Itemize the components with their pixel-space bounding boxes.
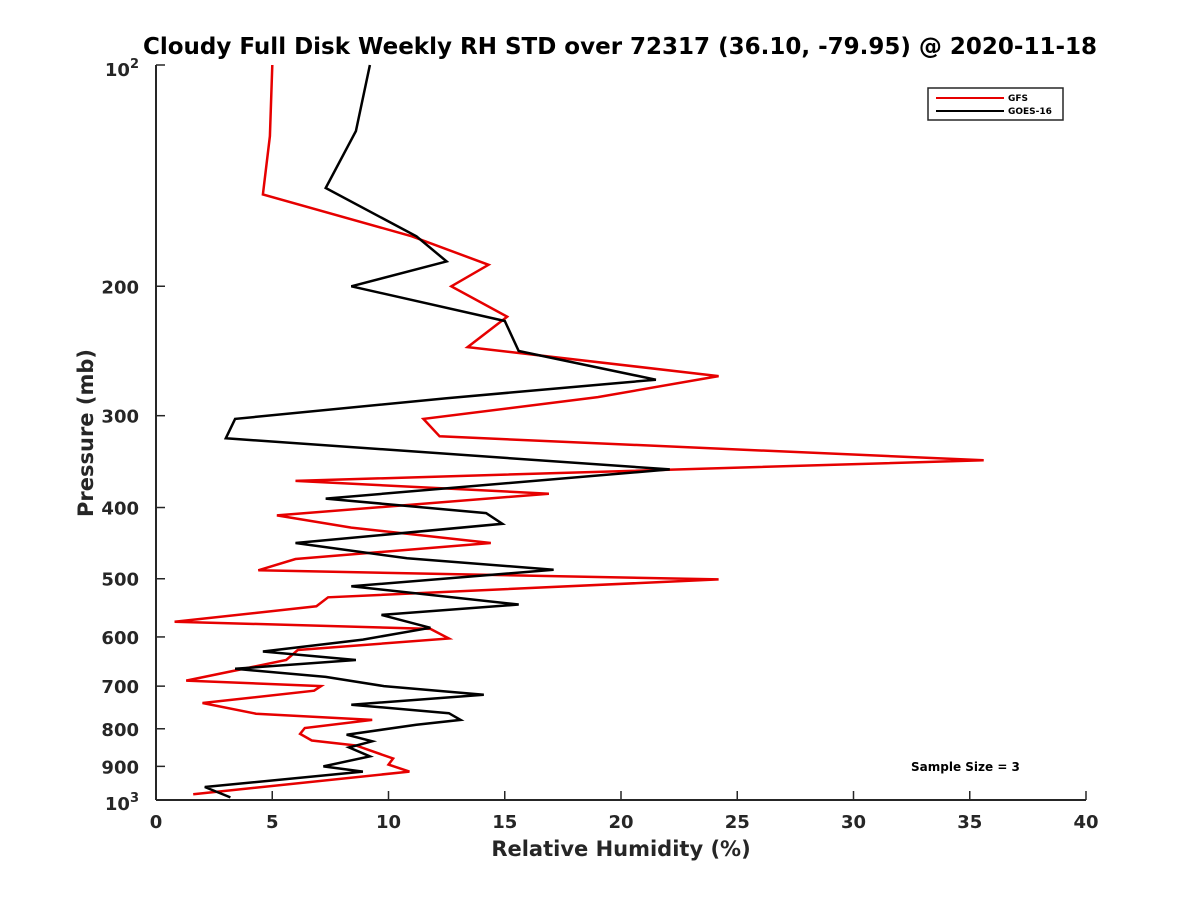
legend-label-gfs: GFS [1008,94,1028,104]
y-axis-label: Pressure (mb) [74,349,98,517]
y-tick-bottom: 103 [105,791,139,815]
x-tick-label: 20 [608,812,633,833]
x-tick-label: 10 [376,812,401,833]
y-tick-label: 400 [101,499,139,520]
x-axis-label: Relative Humidity (%) [491,837,750,861]
x-tick-label: 30 [841,812,866,833]
y-tick-label-100: 102 [105,57,139,81]
y-ticks: 200 300 400 500 600 700 800 900 [101,64,165,801]
x-tick-label: 0 [150,812,163,833]
plot-lines [174,64,984,799]
x-tick-label: 40 [1073,812,1098,833]
legend: GFS GOES-16 [927,87,1064,121]
x-tick-label: 25 [725,812,750,833]
x-ticks: 0 5 10 15 20 25 30 35 40 [150,791,1099,833]
y-tick-label: 700 [101,677,139,698]
y-tick-label: 900 [101,757,139,778]
y-tick-label: 500 [101,570,139,591]
y-tick-label: 300 [101,407,139,428]
series-line-gfs [174,64,984,796]
chart-title: Cloudy Full Disk Weekly RH STD over 7231… [143,34,1097,60]
series-line-goes16 [204,64,670,799]
x-tick-label: 5 [266,812,279,833]
legend-box [927,87,1064,121]
y-tick-top: 102 [105,57,139,81]
x-tick-label: 35 [957,812,982,833]
y-tick-label-1000: 103 [105,791,139,815]
y-tick-label: 600 [101,628,139,649]
sample-size-annotation: Sample Size = 3 [911,760,1020,774]
legend-label-goes16: GOES-16 [1008,107,1052,117]
y-tick-label: 200 [101,277,139,298]
y-tick-label: 800 [101,720,139,741]
x-tick-label: 15 [492,812,517,833]
